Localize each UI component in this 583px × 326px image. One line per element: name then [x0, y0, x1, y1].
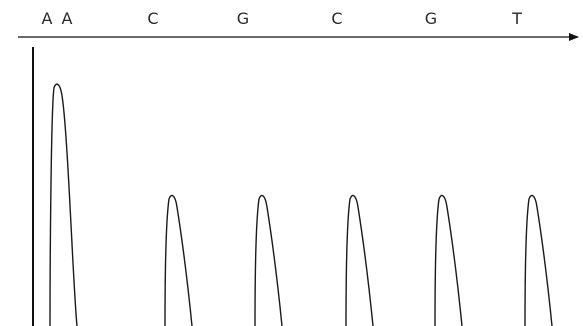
base-labels: A A C G C G T — [42, 9, 523, 28]
peak-a-0 — [49, 83, 78, 326]
base-label: C — [331, 9, 342, 28]
base-label: A — [42, 9, 53, 28]
peak-g-4 — [434, 194, 463, 326]
peak-g-2 — [254, 194, 283, 326]
peak-c-3 — [345, 194, 374, 326]
base-label: G — [425, 9, 437, 28]
base-label: G — [237, 9, 249, 28]
peak-traces — [49, 83, 553, 326]
base-label: C — [147, 9, 158, 28]
base-label: A — [62, 9, 73, 28]
base-label: T — [511, 9, 522, 28]
peak-c-1 — [164, 194, 193, 326]
peak-t-5 — [524, 194, 553, 326]
